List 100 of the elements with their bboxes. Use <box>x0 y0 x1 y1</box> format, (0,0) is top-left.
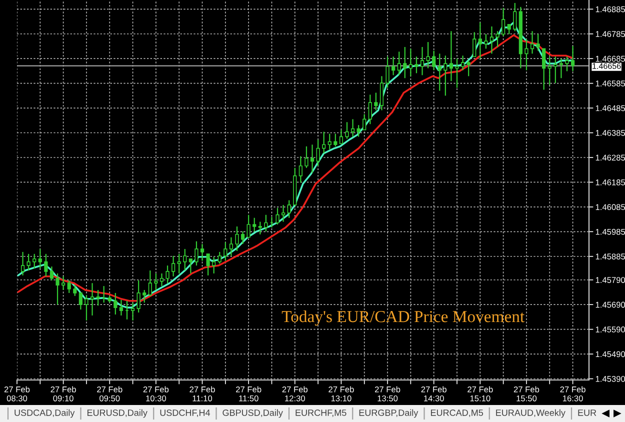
candlestick <box>472 32 476 58</box>
candlestick <box>276 207 280 226</box>
candlestick <box>67 280 71 294</box>
candlestick <box>172 255 176 277</box>
candlestick <box>130 302 135 321</box>
candlestick <box>466 60 470 77</box>
candlestick <box>20 251 25 276</box>
candlestick <box>444 55 448 96</box>
candlestick <box>490 26 494 54</box>
candlestick <box>224 242 228 262</box>
candlestick <box>559 58 564 79</box>
candlestick <box>119 299 124 316</box>
text: EURCHF,M5 <box>296 410 346 417</box>
text: GBPUSD,Daily <box>222 409 283 418</box>
candlestick <box>287 200 291 218</box>
candlestick <box>542 48 546 90</box>
x-tick-label: 27 Feb 11:10 <box>190 386 215 402</box>
candlestick <box>328 133 332 150</box>
candlestick <box>96 289 100 306</box>
candlestick <box>455 58 459 88</box>
candlestick <box>368 94 372 125</box>
y-tick-label: 1.46885 <box>596 6 625 12</box>
text: EURGBP,Daily <box>359 409 418 418</box>
candlestick <box>62 276 66 291</box>
x-tick-label: 27 Feb 11:50 <box>236 386 262 402</box>
x-tick-label: 27 Feb 12:30 <box>282 386 308 402</box>
candlestick <box>362 114 366 130</box>
candlestick <box>524 38 528 71</box>
candlestick <box>90 282 94 316</box>
candlestick <box>246 214 250 238</box>
candlestick <box>316 139 320 166</box>
candlestick <box>84 294 88 321</box>
candlestick <box>78 292 82 310</box>
y-tick-label: 1.46585 <box>596 80 625 86</box>
candlestick <box>183 248 187 272</box>
y-tick-label: 1.45390 <box>596 376 625 382</box>
candlestick <box>322 131 326 154</box>
candlestick <box>356 124 360 138</box>
candlestick <box>397 51 401 76</box>
candlestick <box>310 144 314 174</box>
y-tick-label: 1.46085 <box>596 204 625 210</box>
candlestick <box>212 256 216 274</box>
ref-line-label: 1.46656 <box>592 63 621 69</box>
candlestick <box>432 50 436 71</box>
candlestick <box>264 214 268 232</box>
y-tick-label: 1.45590 <box>596 326 625 332</box>
candlestick <box>252 217 256 232</box>
candlestick <box>44 253 48 277</box>
text: EURUSD,Daily <box>87 409 148 418</box>
candlestick <box>50 266 54 281</box>
y-tick-label: 1.45985 <box>596 228 625 235</box>
x-tick-label: 27 Feb 15:50 <box>514 386 540 402</box>
candlestick <box>334 133 338 147</box>
x-tick-label: 27 Feb 10:30 <box>143 386 169 402</box>
candlestick <box>374 92 378 111</box>
candlestick <box>142 289 146 304</box>
candlestick <box>420 46 424 76</box>
x-tick-label: 27 Feb 13:10 <box>328 386 354 402</box>
y-tick-label: 1.45885 <box>596 254 625 260</box>
candlestick <box>26 253 30 272</box>
candlestick <box>565 56 569 72</box>
candlestick <box>548 56 552 86</box>
candlestick <box>177 253 181 274</box>
text: EUR <box>578 410 596 416</box>
candlestick <box>570 45 575 72</box>
candlestick <box>426 41 430 69</box>
candlestick <box>56 272 60 306</box>
y-tick-label: 1.46385 <box>596 130 625 136</box>
y-tick-label: 1.46685 <box>596 56 625 62</box>
candlestick <box>502 7 506 37</box>
candlestick <box>229 236 234 256</box>
candlestick <box>194 240 198 266</box>
candlestick <box>408 48 412 77</box>
candlestick <box>240 230 245 245</box>
x-tick-label: 27 Feb 16:30 <box>560 386 586 402</box>
x-tick-label: 27 Feb 09:50 <box>97 386 122 402</box>
candlestick <box>478 22 482 60</box>
candlestick <box>414 56 418 74</box>
candlestick <box>206 253 210 276</box>
candlestick <box>386 56 390 88</box>
candlestick <box>380 76 384 111</box>
y-tick-label: 1.46785 <box>596 31 625 37</box>
candlestick <box>554 56 558 84</box>
candlestick <box>438 53 442 92</box>
candlestick <box>282 204 286 222</box>
y-tick-label: 1.46485 <box>596 105 625 112</box>
candlestick <box>304 146 308 168</box>
candlestick <box>73 284 77 296</box>
candlestick <box>460 55 465 71</box>
candlestick <box>484 34 488 50</box>
y-tick-label: 1.46285 <box>596 154 625 161</box>
candlestick <box>166 264 170 284</box>
candlestick <box>160 272 164 287</box>
candlestick <box>218 251 222 264</box>
candlestick <box>200 243 204 262</box>
candlestick <box>235 226 239 252</box>
candlestick <box>114 292 118 316</box>
candlestick <box>298 156 302 184</box>
x-tick-label: 27 Feb 08:30 <box>4 386 30 402</box>
candlestick <box>350 118 355 138</box>
